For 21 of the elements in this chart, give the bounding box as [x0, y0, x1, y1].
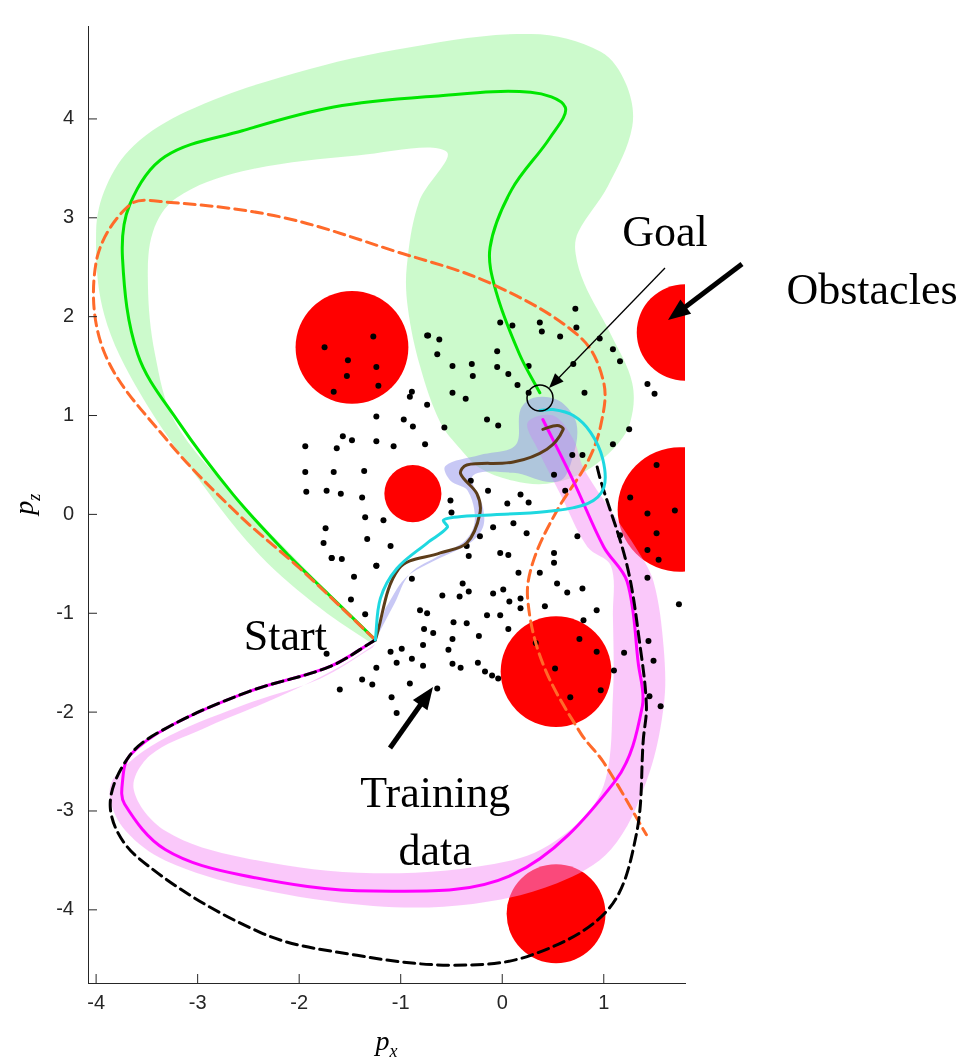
annotation: Start: [243, 610, 327, 663]
line-series: [108, 463, 648, 967]
y-tick-label: -1: [56, 600, 74, 623]
y-tick-label: 3: [62, 205, 74, 228]
y-tick-label: 1: [62, 403, 74, 426]
annotation: Goal: [622, 206, 708, 259]
x-tick-label: 0: [496, 990, 508, 1013]
annotation: Training data: [359, 767, 512, 877]
x-tick-label: -3: [188, 990, 207, 1013]
x-axis-title: p$_{x}$: [375, 1025, 398, 1062]
y-tick-label: -4: [56, 897, 74, 920]
x-tick-label: -4: [87, 990, 106, 1013]
y-tick-label: -3: [56, 798, 74, 821]
y-tick-label: 4: [62, 106, 74, 129]
y-tick-label: -2: [56, 699, 74, 722]
x-tick-label: -1: [391, 990, 410, 1013]
x-tick-label: -2: [290, 990, 309, 1013]
text: Obstacles: [786, 264, 958, 317]
y-tick-label: 0: [62, 501, 74, 524]
y-tick-label: 2: [62, 304, 74, 327]
x-tick-label: 1: [598, 990, 610, 1013]
